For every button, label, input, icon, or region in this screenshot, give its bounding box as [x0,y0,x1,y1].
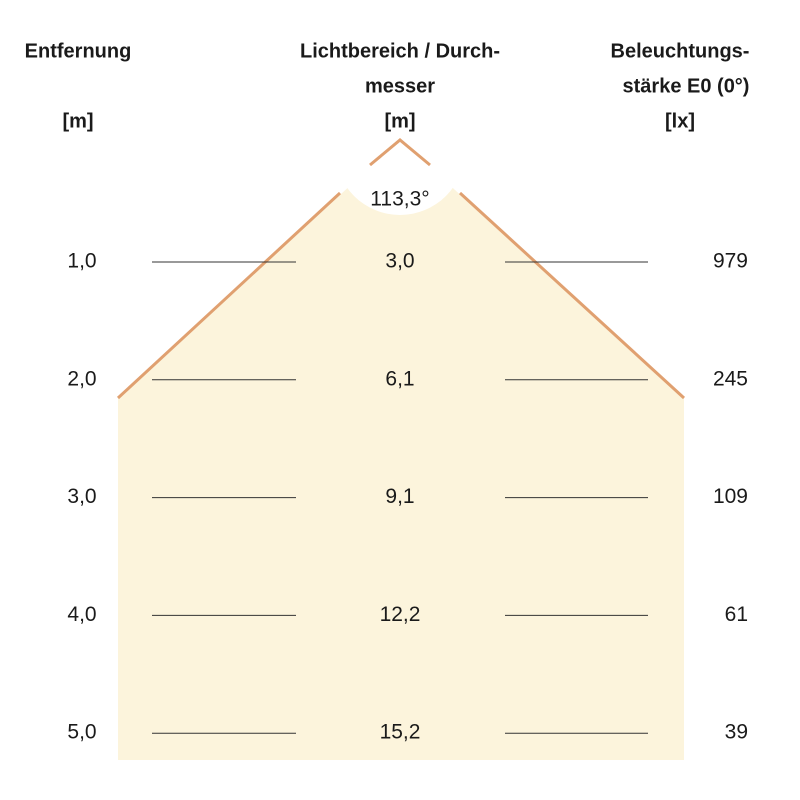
header: [m] [62,110,93,132]
diameter: 15,2 [380,721,421,744]
distance: 2,0 [67,367,96,390]
beam-angle: 113,3° [370,188,429,211]
header: [m] [384,110,415,132]
angle-cutout [335,85,465,215]
header: messer [365,75,435,97]
cone-edges [116,138,686,400]
diameter: 12,2 [380,603,421,626]
distance: 5,0 [67,721,96,744]
cone-edge [458,191,686,400]
illuminance: 979 [713,250,748,273]
light-cone [118,140,684,760]
header: Beleuchtungs- [611,40,750,62]
diameter: 9,1 [385,485,414,508]
distance: 3,0 [67,485,96,508]
diameter: 6,1 [385,367,414,390]
illuminance: 245 [713,367,748,390]
distance: 4,0 [67,603,96,626]
diameter: 3,0 [385,250,414,273]
illuminance: 109 [713,485,748,508]
illuminance: 39 [725,721,748,744]
apex [369,138,431,167]
illuminance: 61 [725,603,748,626]
header: Lichtbereich / Durch- [300,40,500,62]
cone-edge [116,191,342,400]
header: Entfernung [25,40,132,62]
header: [lx] [665,110,695,132]
distance: 1,0 [67,250,96,273]
header: stärke E0 (0°) [623,75,750,97]
